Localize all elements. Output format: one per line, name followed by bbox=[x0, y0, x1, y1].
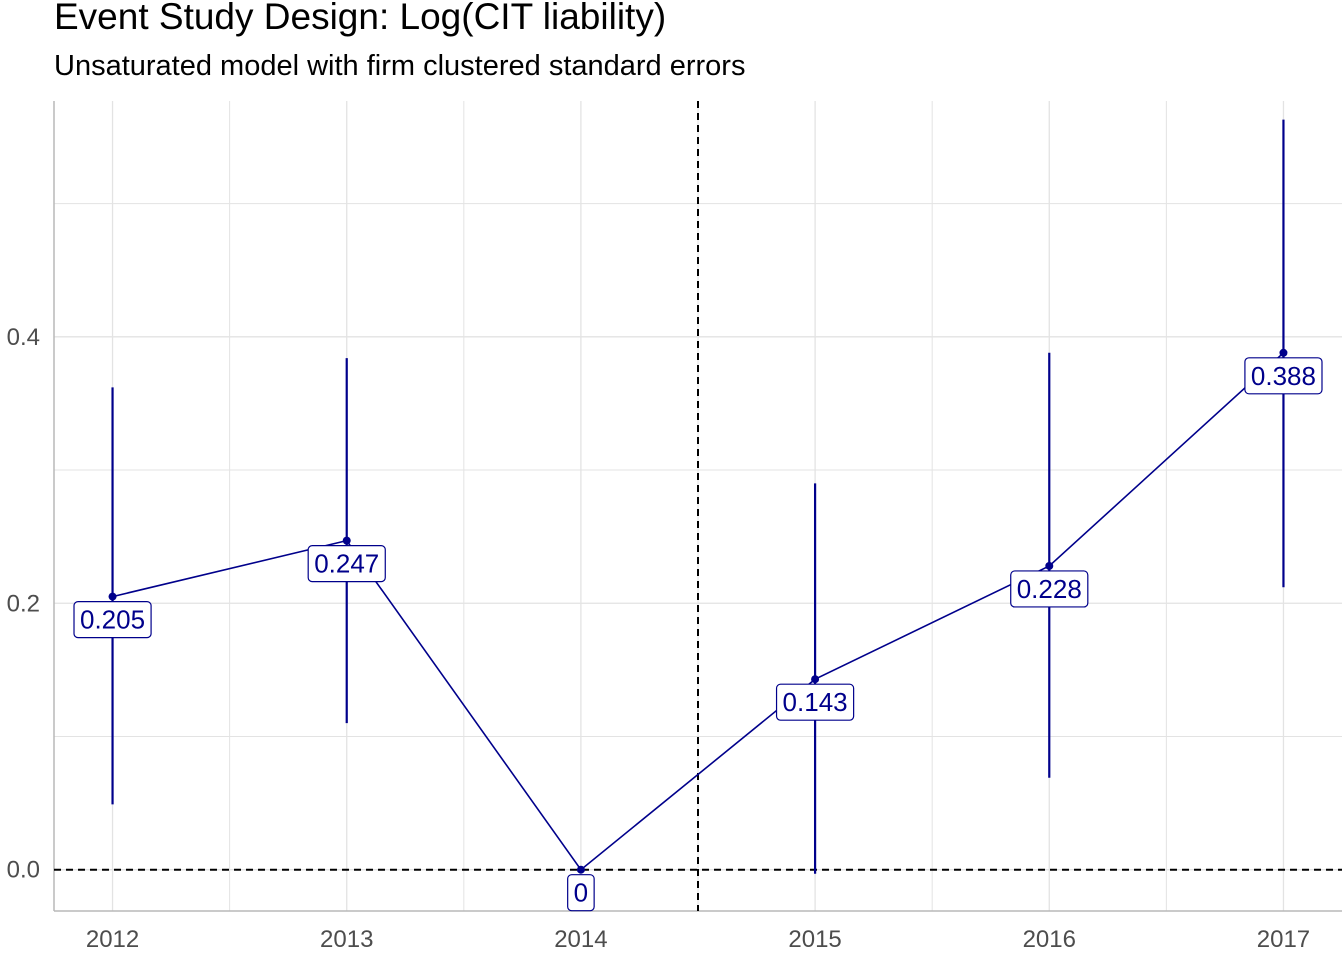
chart-title: Event Study Design: Log(CIT liability) bbox=[54, 0, 667, 37]
data-label: 0.143 bbox=[775, 683, 855, 721]
data-label-text: 0.247 bbox=[314, 549, 379, 579]
data-label: 0.205 bbox=[73, 600, 152, 639]
x-tick-label: 2017 bbox=[1257, 926, 1310, 953]
y-tick-label: 0.0 bbox=[7, 857, 40, 884]
data-label: 0 bbox=[567, 874, 595, 912]
data-label-box bbox=[1010, 570, 1089, 608]
data-point bbox=[576, 865, 585, 874]
data-label-text: 0 bbox=[574, 878, 588, 908]
y-tick-label: 0.2 bbox=[7, 590, 40, 617]
data-point bbox=[811, 675, 820, 684]
reference-lines bbox=[54, 101, 1342, 911]
data-label: 0.228 bbox=[1010, 570, 1089, 608]
data-label-box bbox=[73, 600, 152, 639]
data-label-box bbox=[1244, 357, 1323, 395]
data-point bbox=[342, 536, 351, 545]
data-label-text: 0.205 bbox=[80, 605, 145, 635]
data-label: 0.388 bbox=[1244, 357, 1323, 395]
data-label-box bbox=[307, 545, 386, 583]
x-tick-label: 2012 bbox=[86, 926, 139, 953]
data-label-text: 0.143 bbox=[783, 687, 848, 717]
data-point bbox=[1045, 561, 1054, 570]
tick-labels: 2012 2013 2014 2015 2016 2017 0.0 0.2 0.4 bbox=[7, 324, 1311, 953]
data-label-box bbox=[775, 683, 855, 721]
data-label-text: 0.228 bbox=[1017, 574, 1082, 604]
x-tick-label: 2015 bbox=[788, 926, 841, 953]
data-point bbox=[108, 592, 117, 601]
chart-subtitle: Unsaturated model with firm clustered st… bbox=[54, 50, 746, 82]
x-tick-label: 2014 bbox=[554, 926, 607, 953]
data-label-text: 0.388 bbox=[1251, 361, 1316, 391]
x-tick-label: 2013 bbox=[320, 926, 373, 953]
y-tick-label: 0.4 bbox=[7, 324, 40, 351]
data-label-box bbox=[567, 874, 595, 912]
data-label: 0.247 bbox=[307, 545, 386, 583]
data-point bbox=[1279, 348, 1288, 357]
x-tick-label: 2016 bbox=[1023, 926, 1076, 953]
data-labels: 0.205 0.247 0 0.143 0.228 0.388 bbox=[73, 357, 1323, 912]
